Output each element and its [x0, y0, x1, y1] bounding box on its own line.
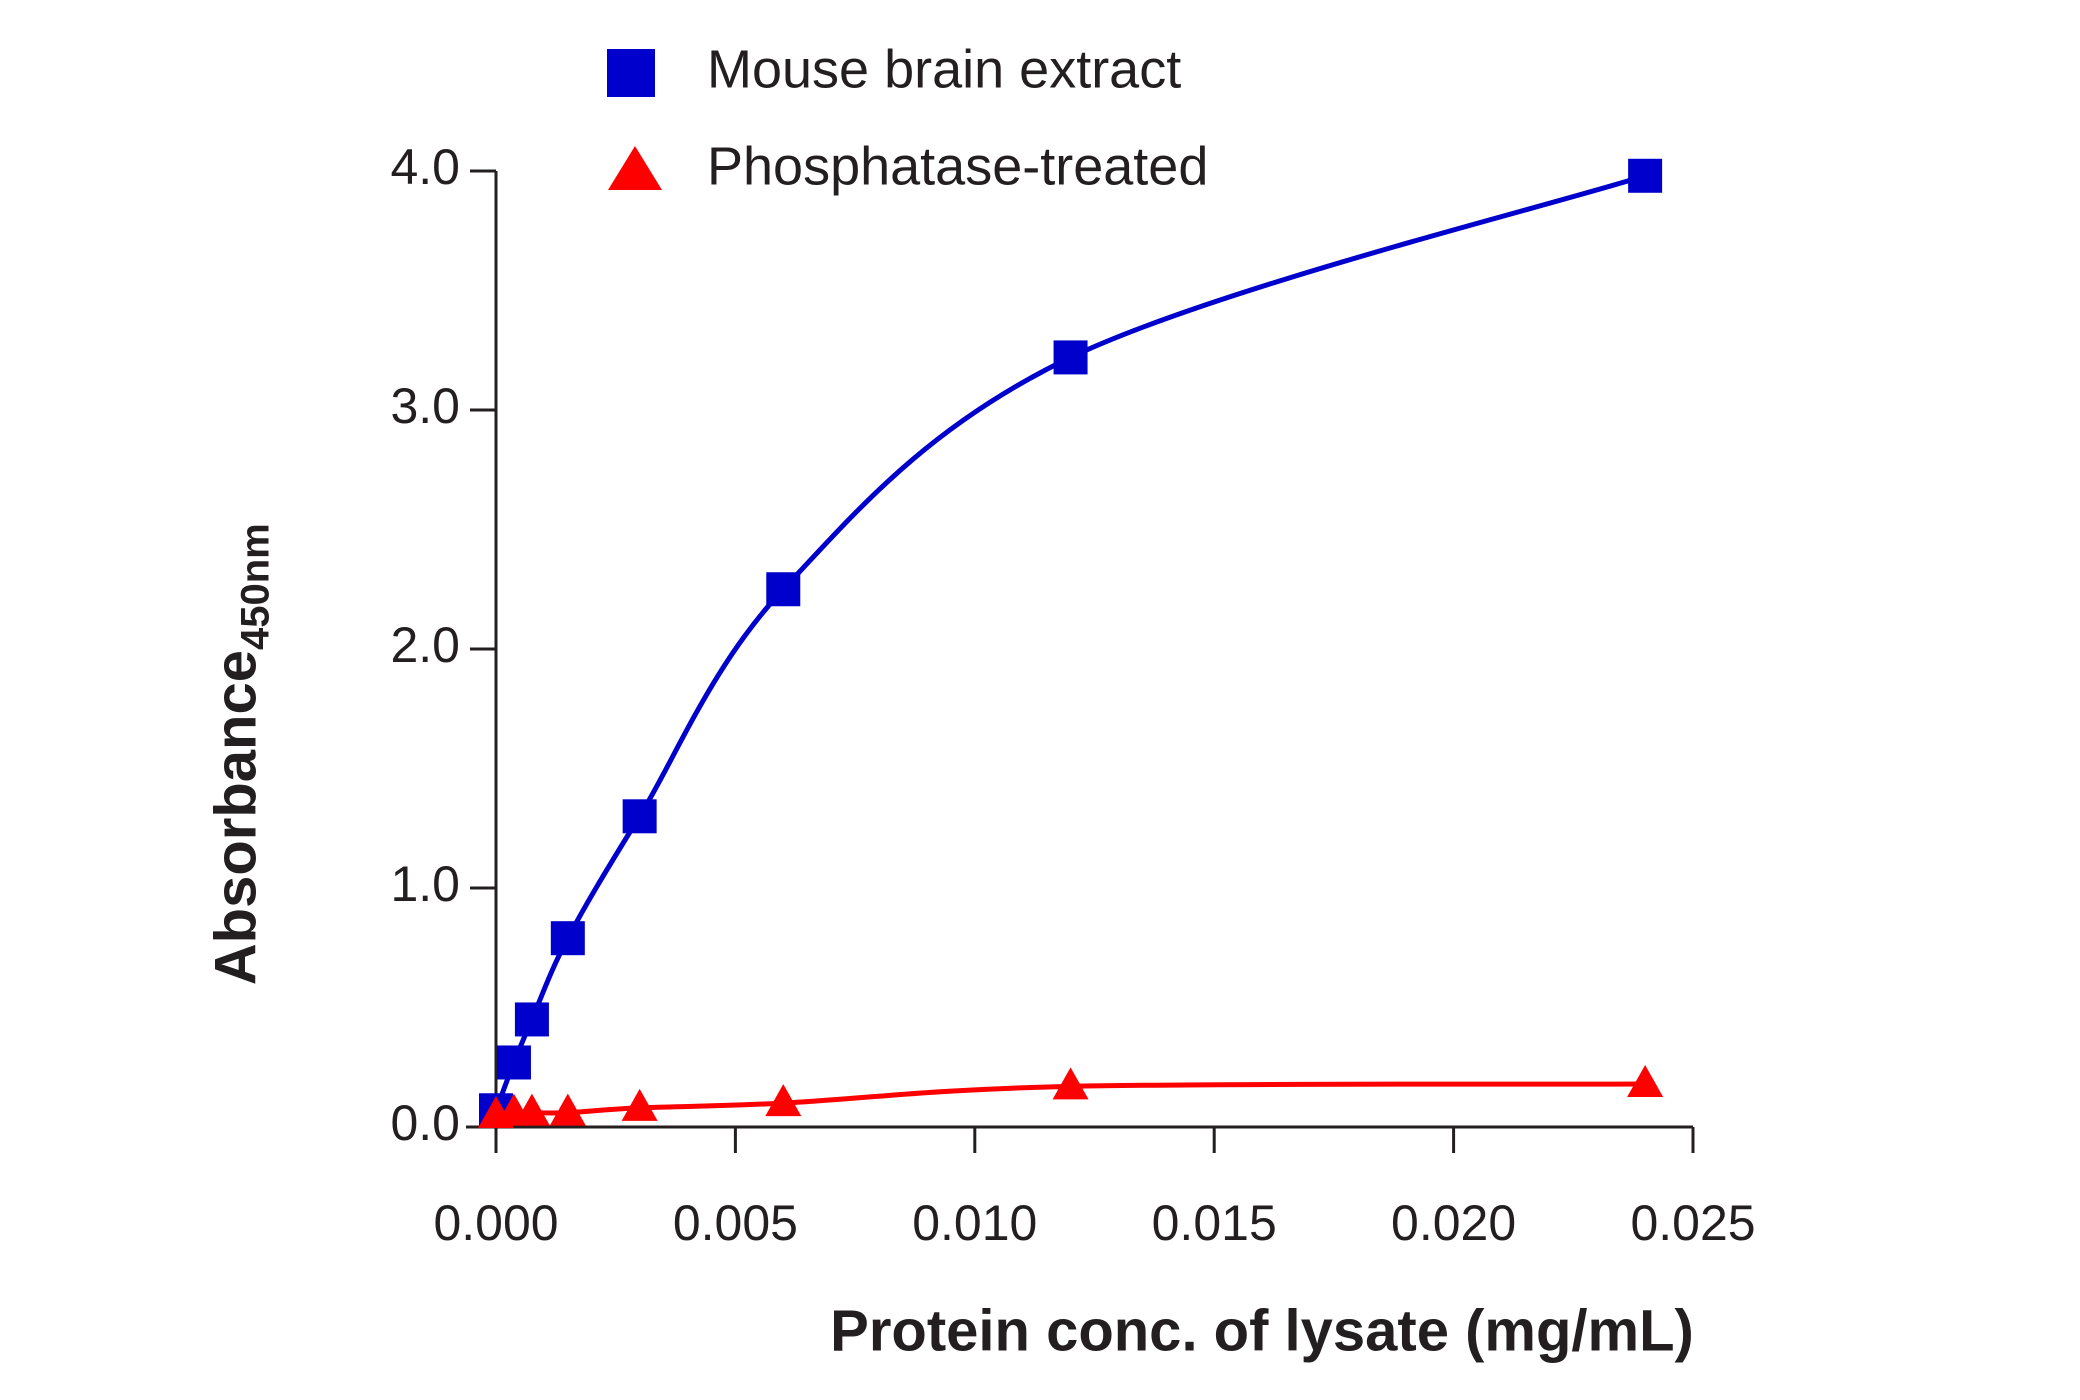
data-point: [765, 1084, 802, 1117]
x-tick-label: 0.015: [1152, 1195, 1277, 1251]
y-tick-label: 0.0: [390, 1095, 460, 1151]
y-tick-label: 1.0: [390, 856, 460, 912]
x-tick-label: 0.025: [1630, 1195, 1755, 1251]
data-point: [621, 1088, 658, 1121]
data-point: [1628, 158, 1663, 193]
y-tick-label: 4.0: [390, 139, 460, 195]
data-point: [496, 1045, 531, 1080]
x-tick-label: 0.000: [433, 1195, 558, 1251]
legend-swatch: [607, 49, 655, 97]
data-point: [622, 799, 657, 834]
data-point: [550, 921, 585, 956]
y-axis-subscript: 450nm: [234, 523, 278, 650]
data-point: [514, 1002, 549, 1037]
x-tick-label: 0.010: [912, 1195, 1037, 1251]
legend-label: Phosphatase-treated: [707, 136, 1208, 196]
data-point: [766, 572, 801, 607]
y-tick-label: 2.0: [390, 617, 460, 673]
legend-label: Mouse brain extract: [707, 39, 1181, 99]
data-point: [1053, 340, 1088, 375]
fit-curve: [493, 173, 1646, 1112]
x-tick-label: 0.020: [1391, 1195, 1516, 1251]
x-axis-title: Protein conc. of lysate (mg/mL): [830, 1298, 1694, 1363]
data-point: [549, 1093, 586, 1126]
data-point: [513, 1093, 550, 1126]
y-axis-title: Absorbance: [203, 650, 268, 985]
y-axis-title-group: Absorbance 450nm: [203, 523, 277, 985]
data-point: [1052, 1067, 1089, 1100]
y-tick-label: 3.0: [390, 378, 460, 434]
data-point: [1627, 1064, 1664, 1097]
legend-swatch: [608, 146, 662, 190]
x-tick-label: 0.005: [673, 1195, 798, 1251]
